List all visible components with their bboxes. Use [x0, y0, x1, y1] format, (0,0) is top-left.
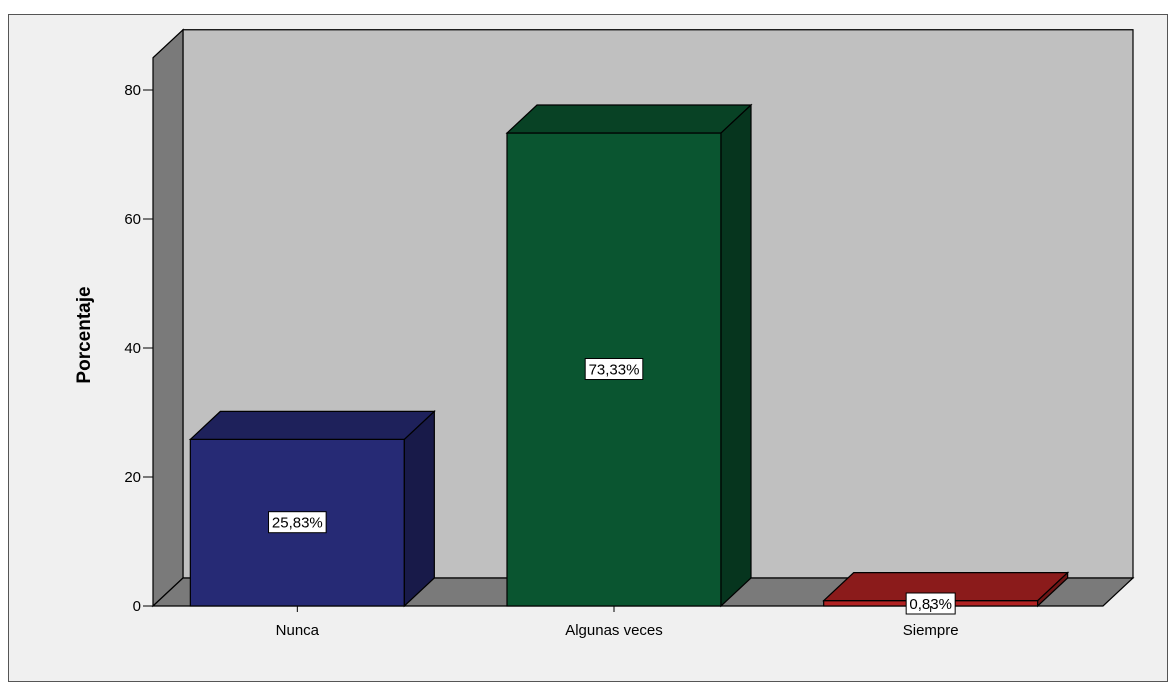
x-tick-label: Nunca	[276, 622, 320, 639]
bars	[188, 103, 1070, 608]
y-tick-label: 0	[133, 598, 141, 615]
bar-side	[403, 410, 435, 608]
data-label: 73,33%	[584, 358, 644, 381]
y-tick-label: 80	[124, 82, 141, 99]
data-label-box	[584, 358, 644, 381]
bar-top	[505, 104, 753, 134]
y-tick-label: 40	[124, 340, 141, 357]
x-tick-label: Siempre	[903, 622, 959, 639]
y-tick-label: 20	[124, 469, 141, 486]
data-labels: 25,83% 73,33% 0,83%	[268, 358, 956, 615]
side-wall	[152, 28, 184, 608]
data-label-text: 73,33%	[589, 362, 640, 379]
data-label: 0,83%	[905, 592, 956, 615]
x-axis: Nunca Algunas veces Siempre	[276, 606, 959, 639]
bar-top	[188, 410, 436, 440]
data-label-text: 25,83%	[272, 515, 323, 532]
data-label: 25,83%	[268, 511, 327, 534]
bar	[505, 103, 753, 608]
y-axis-title: Porcentaje	[74, 286, 95, 383]
bar-side	[1037, 571, 1069, 608]
data-label-box	[905, 592, 956, 615]
x-tick-label: Algunas veces	[565, 622, 663, 639]
y-tick-label: 60	[124, 211, 141, 228]
bar-side	[720, 103, 752, 608]
bar	[188, 410, 436, 608]
data-label-text: 0,83%	[909, 596, 952, 613]
y-axis: 0 20 40 60 80	[124, 82, 153, 615]
data-label-box	[268, 511, 327, 534]
